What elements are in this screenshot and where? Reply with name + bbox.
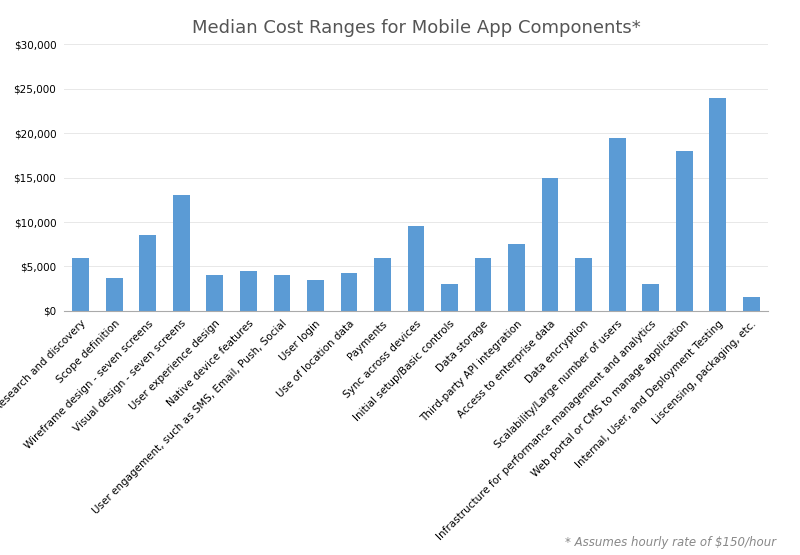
Bar [743,297,760,311]
Bar [206,275,223,311]
Bar [710,98,726,311]
Bar [642,284,659,311]
Bar [575,258,592,311]
Bar [173,195,190,311]
Bar [474,258,491,311]
Bar [542,178,558,311]
Bar [508,244,525,311]
Bar [341,273,358,311]
Title: Median Cost Ranges for Mobile App Components*: Median Cost Ranges for Mobile App Compon… [192,19,640,37]
Bar [676,151,693,311]
Bar [374,258,391,311]
Text: * Assumes hourly rate of $150/hour: * Assumes hourly rate of $150/hour [565,537,776,549]
Bar [72,258,89,311]
Bar [240,271,257,311]
Bar [408,226,424,311]
Bar [307,280,324,311]
Bar [106,278,122,311]
Bar [441,284,458,311]
Bar [139,235,156,311]
Bar [274,275,290,311]
Bar [609,138,626,311]
